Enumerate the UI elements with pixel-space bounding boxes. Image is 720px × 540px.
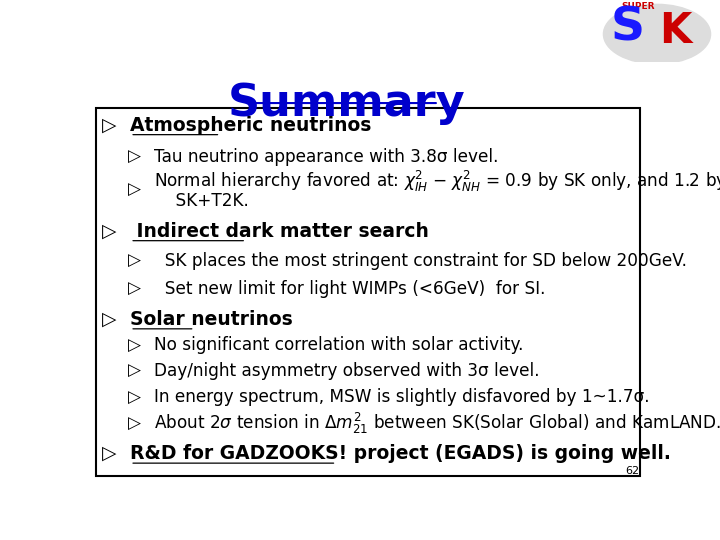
Text: SK+T2K.: SK+T2K.	[154, 192, 249, 210]
Text: ▷: ▷	[102, 310, 117, 329]
Text: ▷: ▷	[102, 444, 117, 463]
Text: Tau neutrino appearance with 3.8σ level.: Tau neutrino appearance with 3.8σ level.	[154, 148, 499, 166]
Text: K: K	[660, 10, 692, 52]
Text: ▷: ▷	[128, 252, 141, 270]
Text: Atmospheric neutrinos: Atmospheric neutrinos	[130, 116, 372, 134]
Text: ▷: ▷	[128, 336, 141, 354]
Text: Indirect dark matter search: Indirect dark matter search	[130, 221, 429, 241]
Text: Set new limit for light WIMPs (<6GeV)  for SI.: Set new limit for light WIMPs (<6GeV) fo…	[154, 280, 546, 298]
Text: 62: 62	[626, 465, 639, 476]
Text: ▷: ▷	[128, 415, 141, 433]
FancyBboxPatch shape	[96, 109, 639, 476]
Text: ▷: ▷	[128, 388, 141, 407]
Text: About 2$\sigma$ tension in $\Delta m^2_{21}$ between SK(Solar Global) and KamLAN: About 2$\sigma$ tension in $\Delta m^2_{…	[154, 411, 720, 436]
Text: SK places the most stringent constraint for SD below 200GeV.: SK places the most stringent constraint …	[154, 252, 687, 270]
Text: S: S	[610, 5, 644, 50]
Text: Day/night asymmetry observed with 3σ level.: Day/night asymmetry observed with 3σ lev…	[154, 362, 540, 380]
Text: Solar neutrinos: Solar neutrinos	[130, 310, 293, 329]
Text: ▷: ▷	[102, 116, 117, 134]
Text: In energy spectrum, MSW is slightly disfavored by 1~1.7σ.: In energy spectrum, MSW is slightly disf…	[154, 388, 649, 407]
Text: ▷: ▷	[128, 148, 141, 166]
Text: Normal hierarchy favored at: $\chi^2_{IH}$ $-$ $\chi^2_{NH}$ = 0.9 by SK only, a: Normal hierarchy favored at: $\chi^2_{IH…	[154, 168, 720, 194]
Text: No significant correlation with solar activity.: No significant correlation with solar ac…	[154, 336, 523, 354]
Text: ▷: ▷	[128, 362, 141, 380]
Text: ▷: ▷	[128, 280, 141, 298]
Text: R&D for GADZOOKS! project (EGADS) is going well.: R&D for GADZOOKS! project (EGADS) is goi…	[130, 444, 671, 463]
Text: ▷: ▷	[128, 180, 141, 199]
Text: Summary: Summary	[228, 82, 466, 125]
Text: SUPER: SUPER	[621, 2, 654, 11]
Circle shape	[603, 4, 711, 64]
Text: ▷: ▷	[102, 221, 117, 241]
